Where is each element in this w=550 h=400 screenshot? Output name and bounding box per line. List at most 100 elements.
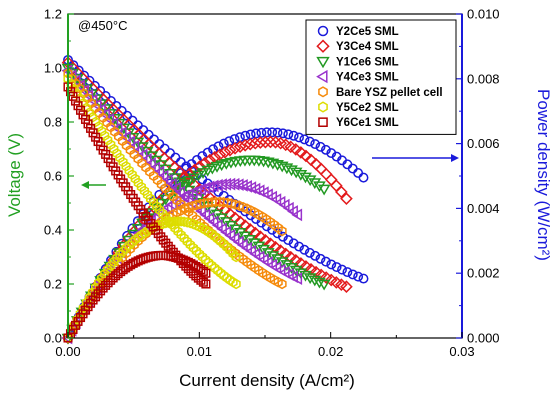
- power-point: [161, 217, 171, 229]
- voltage-point: [94, 103, 106, 117]
- voltage-point: [158, 208, 168, 220]
- power-point: [277, 225, 287, 237]
- power-point: [222, 241, 232, 253]
- power-point: [229, 134, 240, 145]
- y-left-tick-label: 0.0: [44, 331, 62, 346]
- power-point: [219, 196, 229, 208]
- power-point: [277, 128, 288, 139]
- legend-label: Y2Ce5 SML: [336, 26, 399, 38]
- voltage-point: [200, 254, 211, 266]
- voltage-point: [313, 277, 326, 289]
- power-point: [283, 129, 294, 140]
- y-right-tick-label: 0.000: [467, 331, 500, 346]
- voltage-point: [335, 278, 348, 291]
- voltage-point: [320, 256, 331, 267]
- data-layer: [61, 54, 369, 345]
- y-right-tick-label: 0.010: [467, 7, 500, 22]
- voltage-point: [115, 152, 125, 164]
- voltage-point: [331, 262, 342, 273]
- power-point: [223, 143, 237, 157]
- power-point: [139, 227, 149, 239]
- power-point: [329, 179, 343, 192]
- voltage-point: [173, 226, 183, 237]
- voltage-point: [107, 117, 119, 131]
- voltage-point: [78, 110, 88, 120]
- voltage-point: [124, 165, 134, 176]
- y-right-tick-label: 0.002: [467, 266, 500, 281]
- voltage-point: [97, 125, 107, 137]
- power-point: [294, 146, 308, 159]
- power-point: [133, 232, 143, 243]
- voltage-point: [76, 105, 86, 115]
- voltage-point: [70, 96, 81, 106]
- power-point: [98, 283, 108, 293]
- voltage-point: [353, 271, 364, 282]
- voltage-point: [152, 201, 162, 212]
- voltage-point: [145, 157, 156, 170]
- power-point: [335, 185, 348, 199]
- power-point: [256, 127, 267, 138]
- power-point: [207, 179, 219, 193]
- power-point: [238, 138, 252, 152]
- voltage-point: [86, 93, 98, 107]
- power-point: [125, 243, 135, 255]
- axes-layer: 0.00 0.01 0.02 0.03 0.0 0.2 0.4 0.6 0.8 1.0 1.2 0.0…: [44, 7, 500, 360]
- voltage-point: [111, 121, 123, 135]
- voltage-point: [139, 185, 149, 197]
- series-y5ce2-sml-power: [63, 216, 241, 344]
- voltage-point: [317, 279, 331, 291]
- power-point: [310, 139, 321, 150]
- power-point: [340, 192, 353, 205]
- voltage-point: [99, 108, 110, 121]
- legend-item: Y5Ce2 SML: [318, 101, 399, 114]
- y-right-tick-label: 0.004: [467, 201, 500, 216]
- y-left-tick-label: 0.4: [44, 223, 62, 238]
- power-point: [178, 179, 191, 191]
- power-point: [289, 167, 303, 179]
- x-tick-label: 0.03: [449, 344, 474, 359]
- power-point: [106, 275, 116, 285]
- voltage-point: [109, 143, 119, 155]
- voltage-point: [347, 269, 358, 280]
- voltage-point: [163, 241, 173, 251]
- power-point: [136, 229, 146, 241]
- voltage-point: [149, 134, 159, 145]
- legend-marker: [317, 25, 329, 37]
- voltage-point: [329, 276, 343, 289]
- power-point: [223, 197, 233, 208]
- voltage-point: [204, 257, 214, 268]
- series-y6ce1-sml-voltage: [63, 82, 211, 289]
- power-point: [245, 181, 257, 194]
- voltage-point: [191, 245, 201, 257]
- power-point: [243, 137, 257, 151]
- legend-label: Y1Ce6 SML: [336, 56, 399, 68]
- power-point: [203, 153, 217, 167]
- voltage-point: [274, 244, 287, 257]
- voltage-point: [176, 229, 186, 241]
- power-point: [289, 143, 303, 156]
- voltage-point: [136, 181, 146, 193]
- voltage-point: [233, 228, 247, 239]
- power-point: [319, 167, 333, 181]
- series-y6ce1-sml-power: [63, 250, 211, 343]
- voltage-point: [157, 169, 169, 183]
- y-axis-right-label: Power density (W/cm²): [534, 89, 550, 261]
- voltage-point: [142, 189, 153, 201]
- voltage-point: [118, 156, 128, 168]
- power-point: [266, 158, 280, 170]
- power-point: [259, 135, 272, 149]
- power-point: [288, 130, 299, 141]
- power-point: [280, 163, 294, 175]
- y-left-tick-label: 0.6: [44, 169, 62, 184]
- power-axis-arrow: [372, 154, 459, 162]
- y-left-tick-label: 1.2: [44, 7, 62, 22]
- y-right-tick-label: 0.006: [467, 136, 500, 151]
- voltage-point: [174, 185, 186, 199]
- power-point: [267, 127, 278, 138]
- power-point: [170, 216, 180, 227]
- voltage-point: [358, 273, 369, 284]
- power-point: [228, 177, 240, 191]
- x-axis-label: Current density (A/cm²): [179, 371, 355, 390]
- power-point: [182, 217, 192, 228]
